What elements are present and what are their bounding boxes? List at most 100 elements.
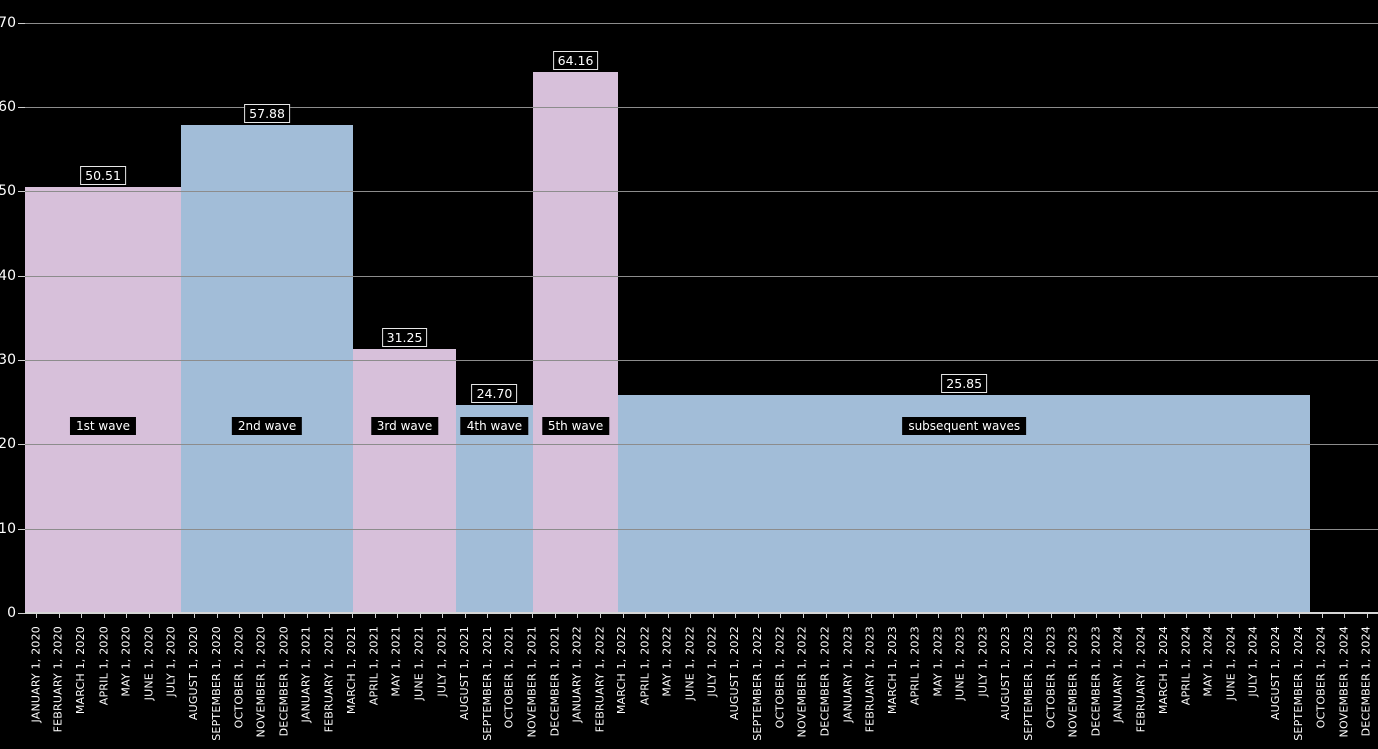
x-tick-mark [532, 614, 534, 618]
y-tick-mark [18, 22, 25, 24]
x-axis-tick-label-text: JUNE 1, 2022 [683, 626, 697, 701]
wave-name-label-1st-wave: 1st wave [69, 417, 137, 435]
x-axis-tick-label-text: SEPTEMBER 1, 2023 [1021, 626, 1035, 741]
x-axis-tick-label-text: APRIL 1, 2022 [638, 626, 652, 706]
x-axis-tick-label-text: APRIL 1, 2020 [96, 626, 110, 706]
x-tick-mark [81, 614, 83, 618]
x-tick-mark [1028, 614, 1030, 618]
y-tick-mark [18, 613, 25, 614]
x-axis-tick-label-text: DECEMBER 1, 2022 [818, 626, 832, 737]
x-axis-tick-label-text: SEPTEMBER 1, 2024 [1292, 626, 1306, 741]
wave-name-label-4th-wave: 4th wave [460, 417, 529, 435]
x-axis-tick-label-text: DECEMBER 1, 2023 [1089, 626, 1103, 737]
x-tick-mark [825, 614, 827, 618]
x-tick-mark [58, 614, 60, 618]
x-axis-tick-label-text: MARCH 1, 2024 [1156, 626, 1170, 715]
x-tick-mark [577, 614, 579, 618]
x-axis-tick-label-text: JANUARY 1, 2024 [1111, 626, 1125, 723]
bar-value-label-2nd-wave: 57.88 [244, 103, 290, 123]
x-axis-tick-label-text: MAY 1, 2023 [931, 626, 945, 697]
bar-2nd-wave [181, 124, 354, 613]
x-axis-tick-label-text: MARCH 1, 2020 [74, 626, 88, 715]
x-axis-tick-label-text: JANUARY 1, 2022 [570, 626, 584, 723]
x-axis-tick-label-text: JANUARY 1, 2023 [841, 626, 855, 723]
x-axis-tick-label-text: JUNE 1, 2024 [1224, 626, 1238, 701]
x-tick-mark [1118, 614, 1120, 618]
x-axis-tick-label-text: OCTOBER 1, 2023 [1044, 626, 1058, 729]
x-tick-mark [397, 614, 399, 618]
x-axis-tick-label-text: MAY 1, 2022 [660, 626, 674, 697]
x-tick-mark [757, 614, 759, 618]
x-axis-tick-label-text: FEBRUARY 1, 2022 [593, 626, 607, 733]
x-tick-mark [645, 614, 647, 618]
x-tick-mark [915, 614, 917, 618]
x-tick-mark [374, 614, 376, 618]
x-axis-tick-label-text: NOVEMBER 1, 2020 [254, 626, 268, 738]
x-tick-mark [1208, 614, 1210, 618]
x-tick-mark [1141, 614, 1143, 618]
x-tick-mark [464, 614, 466, 618]
x-tick-mark [1051, 614, 1053, 618]
x-axis-tick-label-text: DECEMBER 1, 2020 [277, 626, 291, 737]
y-axis-tick-label: 0 [7, 605, 16, 621]
gridline-70 [25, 22, 1378, 24]
x-axis-tick-label-text: AUGUST 1, 2020 [187, 626, 201, 721]
x-tick-mark [802, 614, 804, 618]
x-tick-mark [149, 614, 151, 618]
x-axis-tick-label-text: JUNE 1, 2021 [412, 626, 426, 701]
y-tick-mark [18, 106, 25, 108]
bar-value-label-5th-wave: 64.16 [552, 50, 599, 70]
bar-1st-wave [25, 187, 182, 613]
y-tick-mark [18, 528, 25, 530]
x-tick-mark [419, 614, 421, 618]
y-tick-mark [18, 275, 25, 277]
bar-3rd-wave [353, 349, 456, 613]
bar-4th-wave [455, 404, 534, 613]
x-tick-mark [216, 614, 218, 618]
y-axis-tick-label: 50 [0, 183, 16, 200]
y-axis-tick-label: 20 [0, 436, 16, 453]
y-tick-mark [18, 359, 25, 361]
x-axis-tick-label-text: MARCH 1, 2022 [615, 626, 629, 715]
x-tick-mark [1096, 614, 1098, 618]
y-axis-tick-label: 40 [0, 267, 16, 284]
gridline-20 [25, 444, 1378, 446]
wave-name-label-5th-wave: 5th wave [541, 417, 610, 435]
bar-value-label-3rd-wave: 31.25 [381, 328, 428, 348]
gridline-60 [25, 106, 1378, 108]
x-axis-tick-label-text: SEPTEMBER 1, 2020 [209, 626, 223, 741]
x-tick-mark [870, 614, 872, 618]
x-axis-tick-label-text: FEBRUARY 1, 2021 [322, 626, 336, 733]
x-tick-mark [509, 614, 511, 618]
x-tick-mark [103, 614, 105, 618]
x-tick-mark [1186, 614, 1188, 618]
x-tick-mark [171, 614, 173, 618]
x-tick-mark [1073, 614, 1075, 618]
x-tick-mark [329, 614, 331, 618]
gridline-10 [25, 528, 1378, 530]
x-tick-mark [712, 614, 714, 618]
x-axis-tick-label-text: MAY 1, 2021 [390, 626, 404, 697]
x-tick-mark [1366, 614, 1368, 618]
x-axis-tick-label-text: DECEMBER 1, 2024 [1359, 626, 1373, 737]
x-axis-tick-label-text: MARCH 1, 2021 [344, 626, 358, 715]
x-axis-tick-label-text: JULY 1, 2020 [164, 626, 178, 697]
x-axis-tick-label-text: JUNE 1, 2020 [142, 626, 156, 701]
x-axis-tick-label-text: MAY 1, 2020 [119, 626, 133, 697]
bar-value-label-subsequent-waves: 25.85 [941, 373, 988, 393]
x-tick-mark [351, 614, 353, 618]
x-axis-tick-label-text: NOVEMBER 1, 2022 [795, 626, 809, 738]
x-axis-tick-label-text: APRIL 1, 2024 [1179, 626, 1193, 706]
x-tick-mark [667, 614, 669, 618]
x-tick-mark [36, 614, 38, 618]
x-tick-mark [780, 614, 782, 618]
x-axis-tick-label-text: JULY 1, 2023 [976, 626, 990, 697]
x-tick-mark [284, 614, 286, 618]
wave-name-label-subsequent-waves: subsequent waves [902, 417, 1027, 435]
x-tick-mark [554, 614, 556, 618]
x-axis-tick-label-text: FEBRUARY 1, 2023 [863, 626, 877, 733]
gridline-30 [25, 359, 1378, 361]
x-tick-mark [1321, 614, 1323, 618]
